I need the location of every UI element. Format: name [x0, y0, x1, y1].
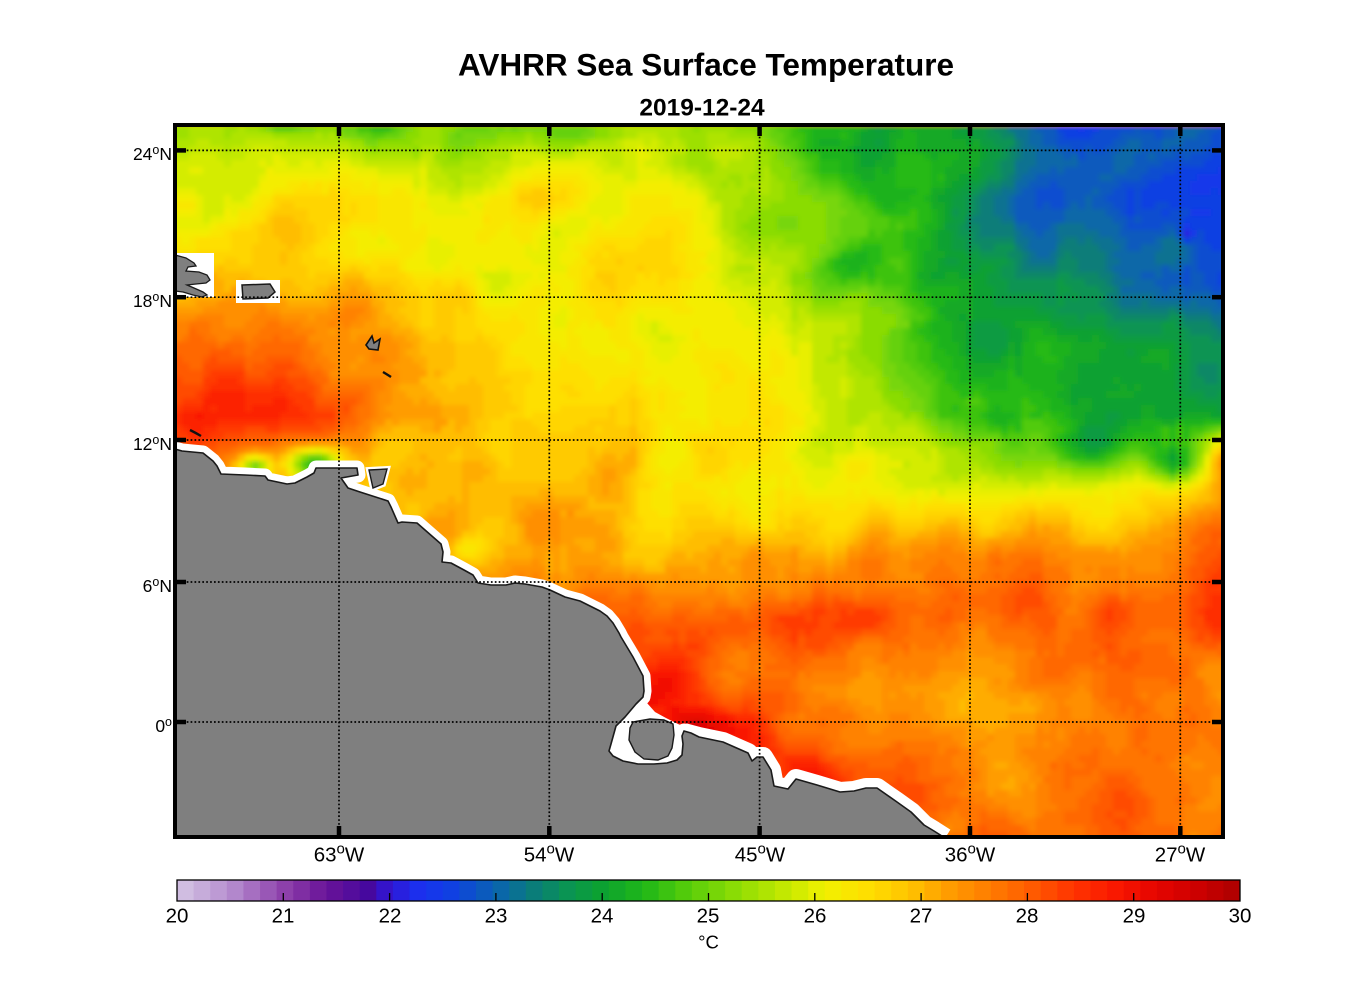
- svg-text:AVHRR Sea Surface Temperature: AVHRR Sea Surface Temperature: [458, 47, 954, 83]
- svg-text:2019-12-24: 2019-12-24: [639, 95, 765, 122]
